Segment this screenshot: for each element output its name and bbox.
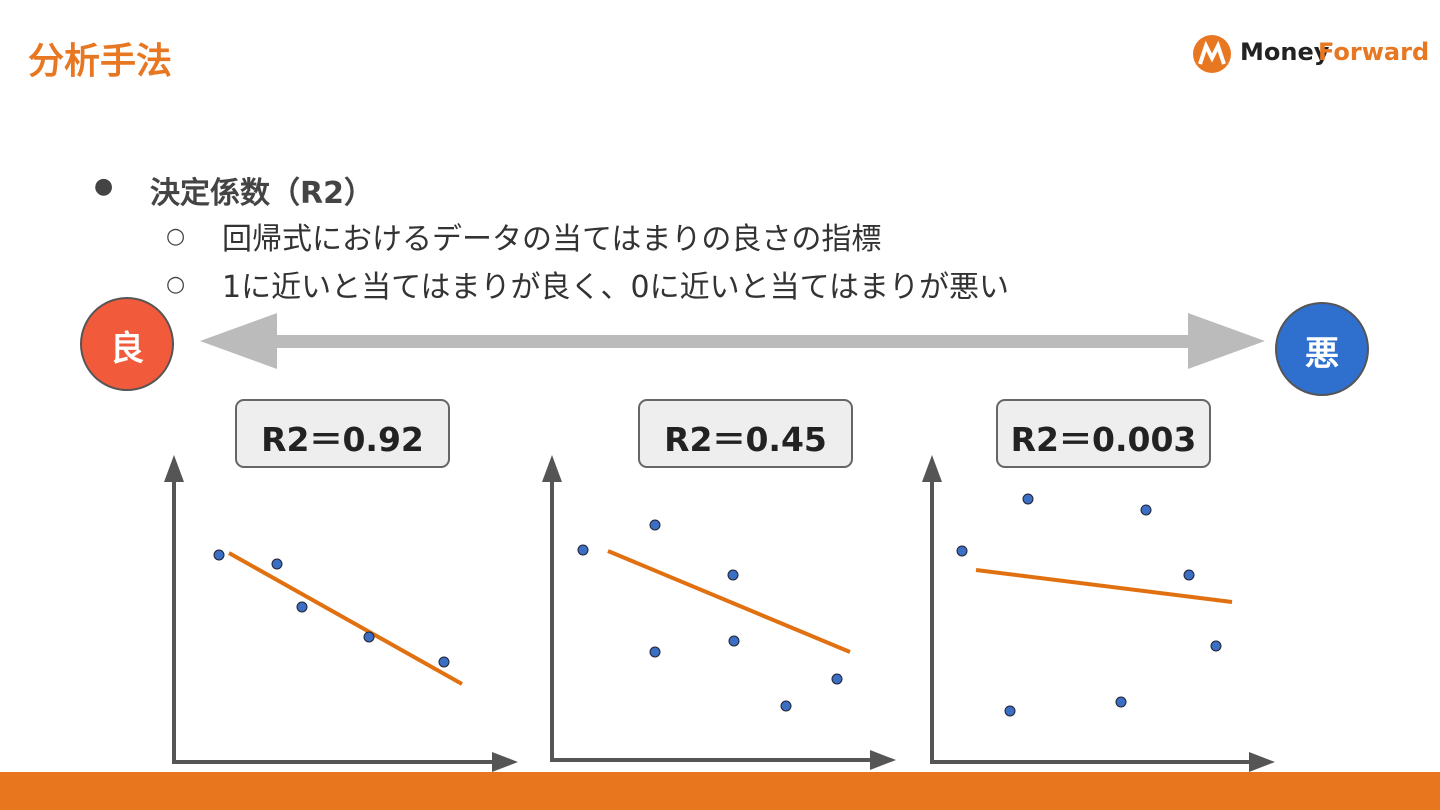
axes (172, 468, 1265, 764)
panel-label: R2＝0.92 (261, 420, 424, 459)
logo-glyph (1198, 40, 1226, 65)
sub-bullet: 回帰式におけるデータの当てはまりの良さの指標 (222, 222, 882, 257)
scatter-dots (213, 493, 1222, 717)
footer-band (0, 772, 1440, 810)
fit-lines (228, 549, 1233, 686)
title: 分析手法 (28, 41, 173, 82)
bullet: 決定係数（R2） (150, 176, 374, 211)
panel-label: R2＝0.45 (664, 420, 827, 459)
sub-bullet: 1に近いと当てはまりが良く、0に近いと当てはまりが悪い (222, 270, 1009, 305)
logo-text: Forward (1318, 38, 1430, 66)
bullet-marker: ○ (166, 224, 186, 249)
panel-label: R2＝0.003 (1010, 420, 1197, 459)
logo-text: Money (1240, 38, 1330, 66)
axis-arrowheads (164, 455, 1275, 772)
bullet-marker: ● (94, 174, 114, 199)
bad-badge (1275, 302, 1369, 396)
scale-arrow (200, 313, 1265, 369)
bullet-marker: ○ (166, 272, 186, 297)
bad-label: 悪 (1305, 334, 1339, 374)
good-label: 良 (110, 329, 144, 369)
good-badge (80, 297, 174, 391)
label-boxes (235, 399, 1211, 468)
